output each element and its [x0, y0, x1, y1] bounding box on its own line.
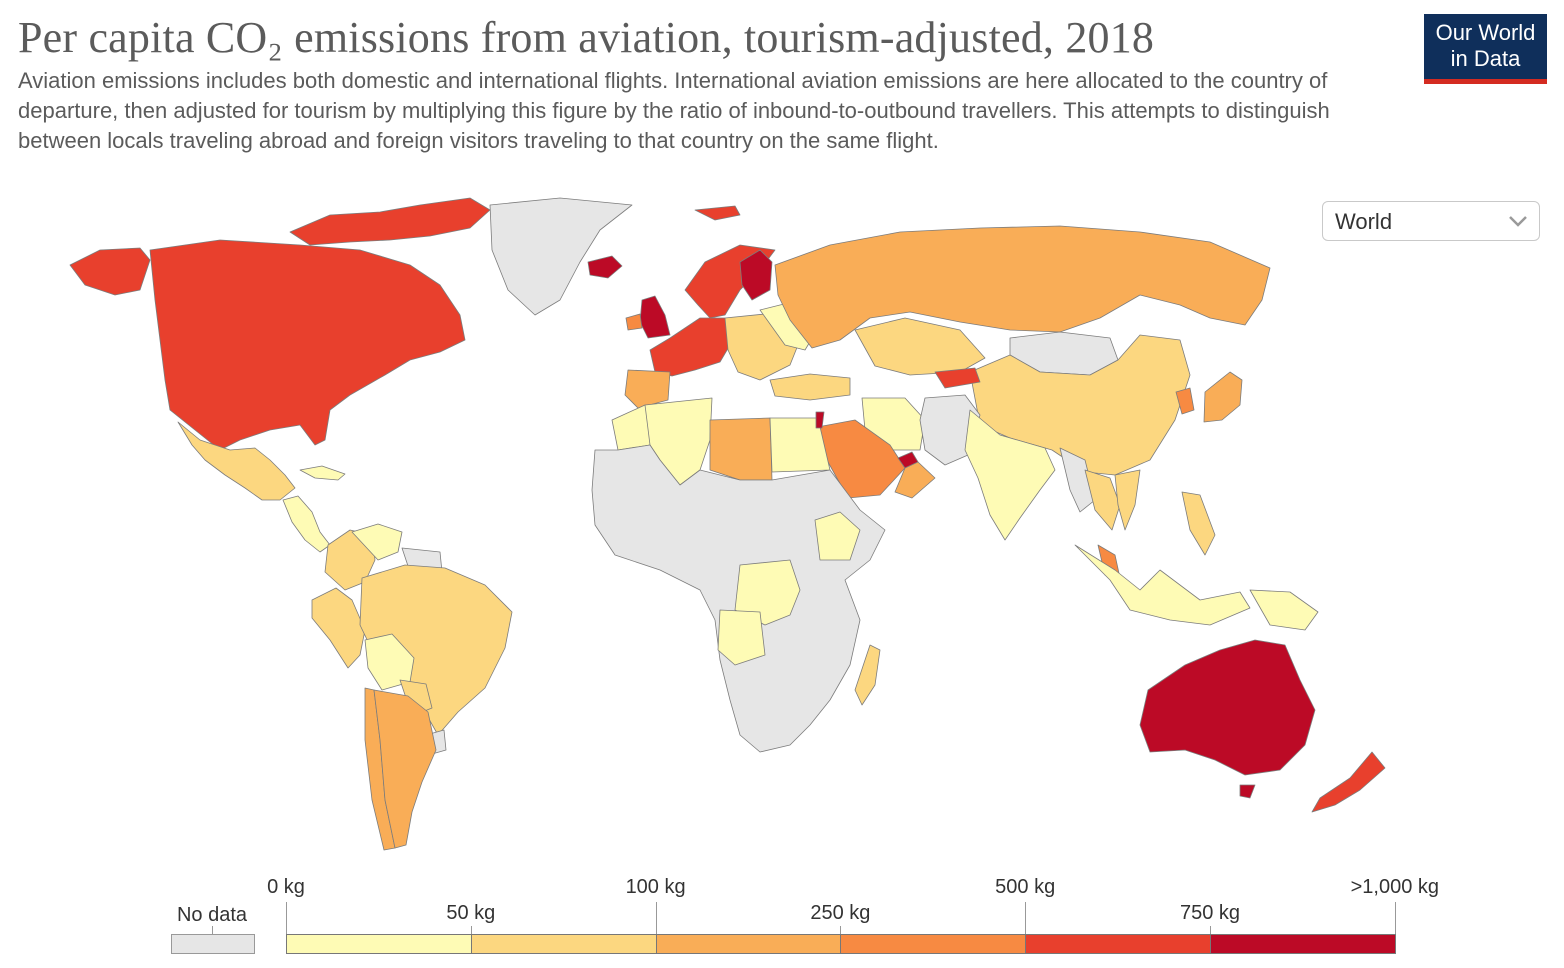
no-data-swatch	[171, 934, 255, 954]
owid-logo[interactable]: Our World in Data	[1424, 14, 1547, 84]
legend-tick	[1394, 902, 1396, 934]
legend-tick	[655, 902, 657, 934]
ireland[interactable]	[625, 313, 643, 331]
legend-tick	[286, 902, 287, 934]
svalbard[interactable]	[694, 205, 741, 221]
legend-tick-label: 0 kg	[267, 876, 305, 898]
legend-bin-1[interactable]	[286, 934, 472, 954]
legend-tick	[1210, 926, 1211, 934]
kazakhstan[interactable]	[854, 317, 986, 376]
new-zealand[interactable]	[1311, 751, 1386, 813]
myanmar[interactable]	[1059, 447, 1096, 513]
philippines[interactable]	[1181, 491, 1216, 556]
legend-tick-label: 50 kg	[446, 902, 496, 924]
peru[interactable]	[311, 587, 366, 669]
libya[interactable]	[709, 417, 773, 481]
venezuela[interactable]	[351, 523, 403, 561]
chart-title: Per capita CO₂ emissions from aviation, …	[18, 13, 1155, 62]
central-america[interactable]	[282, 495, 331, 553]
saudi-arabia[interactable]	[811, 419, 906, 499]
indonesia[interactable]	[1074, 544, 1251, 626]
turkey[interactable]	[769, 373, 851, 401]
region-selector[interactable]: World	[1322, 201, 1540, 241]
logo-line-1: Our World	[1435, 20, 1536, 45]
legend-tick	[470, 926, 472, 934]
north-america[interactable]	[149, 239, 466, 451]
png[interactable]	[1249, 589, 1319, 631]
chart-subtitle: Aviation emissions includes both domesti…	[18, 68, 1330, 153]
madagascar[interactable]	[854, 644, 881, 706]
legend-tick-label: 250 kg	[810, 902, 871, 924]
angola[interactable]	[717, 609, 766, 666]
india[interactable]	[964, 409, 1056, 541]
legend-tick	[1025, 902, 1027, 934]
kyrgyzstan[interactable]	[934, 367, 981, 389]
legend-bin-6[interactable]	[1210, 934, 1396, 954]
legend-tick-label: 750 kg	[1179, 902, 1241, 924]
legend-tick-label: >1,000 kg	[1350, 876, 1440, 898]
cuba[interactable]	[299, 465, 346, 481]
israel[interactable]	[815, 411, 825, 429]
dr-congo[interactable]	[734, 559, 801, 626]
alaska[interactable]	[69, 247, 151, 296]
logo-line-2: in Data	[1450, 46, 1521, 71]
japan[interactable]	[1203, 371, 1243, 423]
legend-tick-label: 100 kg	[625, 876, 686, 898]
legend-tick	[840, 926, 842, 934]
argentina[interactable]	[373, 689, 437, 849]
chevron-down-icon	[1509, 216, 1527, 227]
world-map[interactable]	[0, 190, 1564, 870]
mexico[interactable]	[177, 421, 296, 501]
no-data-label: No data	[176, 904, 248, 926]
colombia[interactable]	[324, 529, 376, 591]
tasmania[interactable]	[1239, 784, 1256, 799]
ethiopia[interactable]	[814, 511, 861, 561]
legend-bin-4[interactable]	[840, 934, 1027, 954]
legend-bin-2[interactable]	[470, 934, 657, 954]
legend-bin-5[interactable]	[1025, 934, 1211, 954]
uk[interactable]	[639, 295, 671, 339]
iberia[interactable]	[624, 369, 671, 409]
australia[interactable]	[1139, 639, 1316, 776]
vietnam[interactable]	[1114, 469, 1141, 531]
legend-tick-label: 500 kg	[995, 876, 1056, 898]
canada-arctic[interactable]	[289, 197, 491, 246]
korea[interactable]	[1175, 387, 1195, 415]
thailand[interactable]	[1084, 469, 1121, 531]
legend-bin-3[interactable]	[655, 934, 842, 954]
iceland[interactable]	[587, 255, 623, 279]
oman[interactable]	[894, 461, 936, 499]
no-data-tick	[212, 926, 213, 934]
russia[interactable]	[774, 225, 1271, 349]
finland[interactable]	[739, 249, 773, 301]
color-legend: No data 0 kg 50 kg 100 kg 250 kg 500 kg 750 k…	[0, 870, 1564, 968]
region-selector-value: World	[1335, 209, 1393, 234]
greenland[interactable]	[489, 197, 633, 316]
